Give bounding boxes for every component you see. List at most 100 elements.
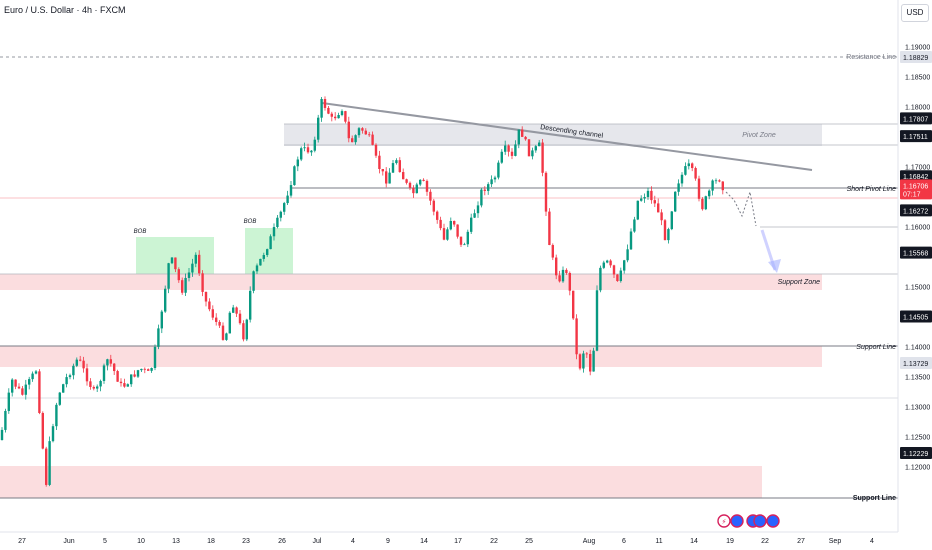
price-tag <box>900 447 932 459</box>
candle-body <box>204 291 208 302</box>
time-tick-label: 11 <box>655 538 662 545</box>
projection-layer <box>725 191 781 273</box>
candle-body <box>442 228 446 240</box>
candle-body <box>548 211 551 246</box>
price-tag <box>900 112 932 125</box>
time-axis[interactable]: 27 Jun 5 10 13 18 23 26 Jul 4 9 14 17 22 25 Aug 6 11 14 19 2… <box>18 538 874 545</box>
candle-body <box>150 367 153 371</box>
candle-body <box>585 353 588 355</box>
price-tag <box>900 51 932 63</box>
candle-body <box>266 249 269 256</box>
candle-body <box>201 273 204 292</box>
candle-body <box>133 374 136 377</box>
candle-body <box>55 404 58 427</box>
candle-body <box>493 177 497 180</box>
candle-body <box>79 359 82 361</box>
candle-body <box>174 257 177 270</box>
candle-body <box>558 275 561 282</box>
candle-body <box>215 317 218 322</box>
candle-body <box>388 172 391 184</box>
event-icon-1 <box>717 514 731 528</box>
price-scale[interactable]: 1.19000 1.18500 1.18000 1.17000 1.16000 1.150… <box>905 45 930 472</box>
candle-body <box>368 134 371 136</box>
candle-body <box>711 180 714 191</box>
candle-body <box>704 196 707 210</box>
candle-body <box>575 318 578 355</box>
time-tick-label: 23 <box>242 538 250 545</box>
currency-button[interactable]: USD <box>901 4 929 22</box>
price-tag <box>900 170 932 183</box>
candle-body <box>714 180 718 182</box>
candle-body <box>544 172 548 212</box>
candle-body <box>568 272 571 291</box>
price-tick-label: 1.15000 <box>905 285 930 292</box>
candle-body <box>653 200 656 204</box>
candle-body <box>123 383 126 387</box>
candle-body <box>674 191 677 212</box>
candle-body <box>58 392 61 405</box>
candle-body <box>106 359 109 366</box>
price-tag <box>900 357 932 369</box>
price-tag-label: 1.17511 <box>903 134 928 141</box>
candle-body <box>140 368 143 371</box>
candle-body <box>102 365 106 381</box>
candle-body <box>538 142 541 147</box>
candle-body <box>211 309 214 318</box>
candle-body <box>68 375 72 378</box>
candle-body <box>412 187 415 194</box>
price-tag-label: 1.16272 <box>903 208 928 215</box>
candle-body <box>609 260 612 266</box>
price-tick-label: 1.19000 <box>905 45 930 52</box>
candle-body <box>82 360 85 369</box>
zones-layer <box>0 124 822 498</box>
candle-body <box>517 129 520 145</box>
candle-body <box>650 190 653 201</box>
candle-body <box>660 212 663 221</box>
candle-body <box>279 211 282 218</box>
candle-body <box>606 260 609 263</box>
candle-body <box>109 359 112 364</box>
time-tick-label: Aug <box>583 538 596 545</box>
price-tick-label: 1.12500 <box>905 435 930 442</box>
candle-body <box>677 183 680 192</box>
candle-body <box>157 328 160 347</box>
projection-arrowhead <box>768 259 781 273</box>
support-zone-label: Support Zone <box>778 279 821 286</box>
time-tick-label: Jul <box>313 538 322 545</box>
candle-body <box>330 113 333 117</box>
candle-body <box>592 350 595 372</box>
candle-body <box>619 270 622 282</box>
candle-body <box>657 203 660 213</box>
candle-body <box>476 205 480 214</box>
candle-body <box>385 171 388 184</box>
candle-body <box>663 220 667 241</box>
candle-body <box>38 371 41 413</box>
candle-body <box>303 147 306 149</box>
candle-body <box>170 257 174 264</box>
candle-body <box>249 290 252 320</box>
candle-body <box>228 312 231 334</box>
candle-body <box>116 371 119 382</box>
price-tag <box>900 179 932 200</box>
candle-body <box>643 197 646 199</box>
candle-body <box>391 163 395 173</box>
candle-body <box>259 258 262 266</box>
candle-body <box>361 128 364 131</box>
candle-body <box>531 150 534 157</box>
price-tag-label: 1.12229 <box>903 451 928 458</box>
price-tag-label: 1.16842 <box>903 174 928 181</box>
candle-body <box>310 150 313 153</box>
candle-body <box>565 269 568 273</box>
candle-body <box>636 200 639 220</box>
candle-body <box>432 200 435 212</box>
projection-path <box>725 191 757 227</box>
flag-icon-us-1 <box>730 514 744 528</box>
candle-body <box>262 255 265 259</box>
candle-body <box>500 151 503 163</box>
time-tick-label: 25 <box>525 538 533 545</box>
event-icons: ⚡ <box>717 514 780 528</box>
time-tick-label: Sep <box>829 538 842 545</box>
support-line-label: Support Line <box>856 344 896 351</box>
candle-body <box>456 224 459 237</box>
